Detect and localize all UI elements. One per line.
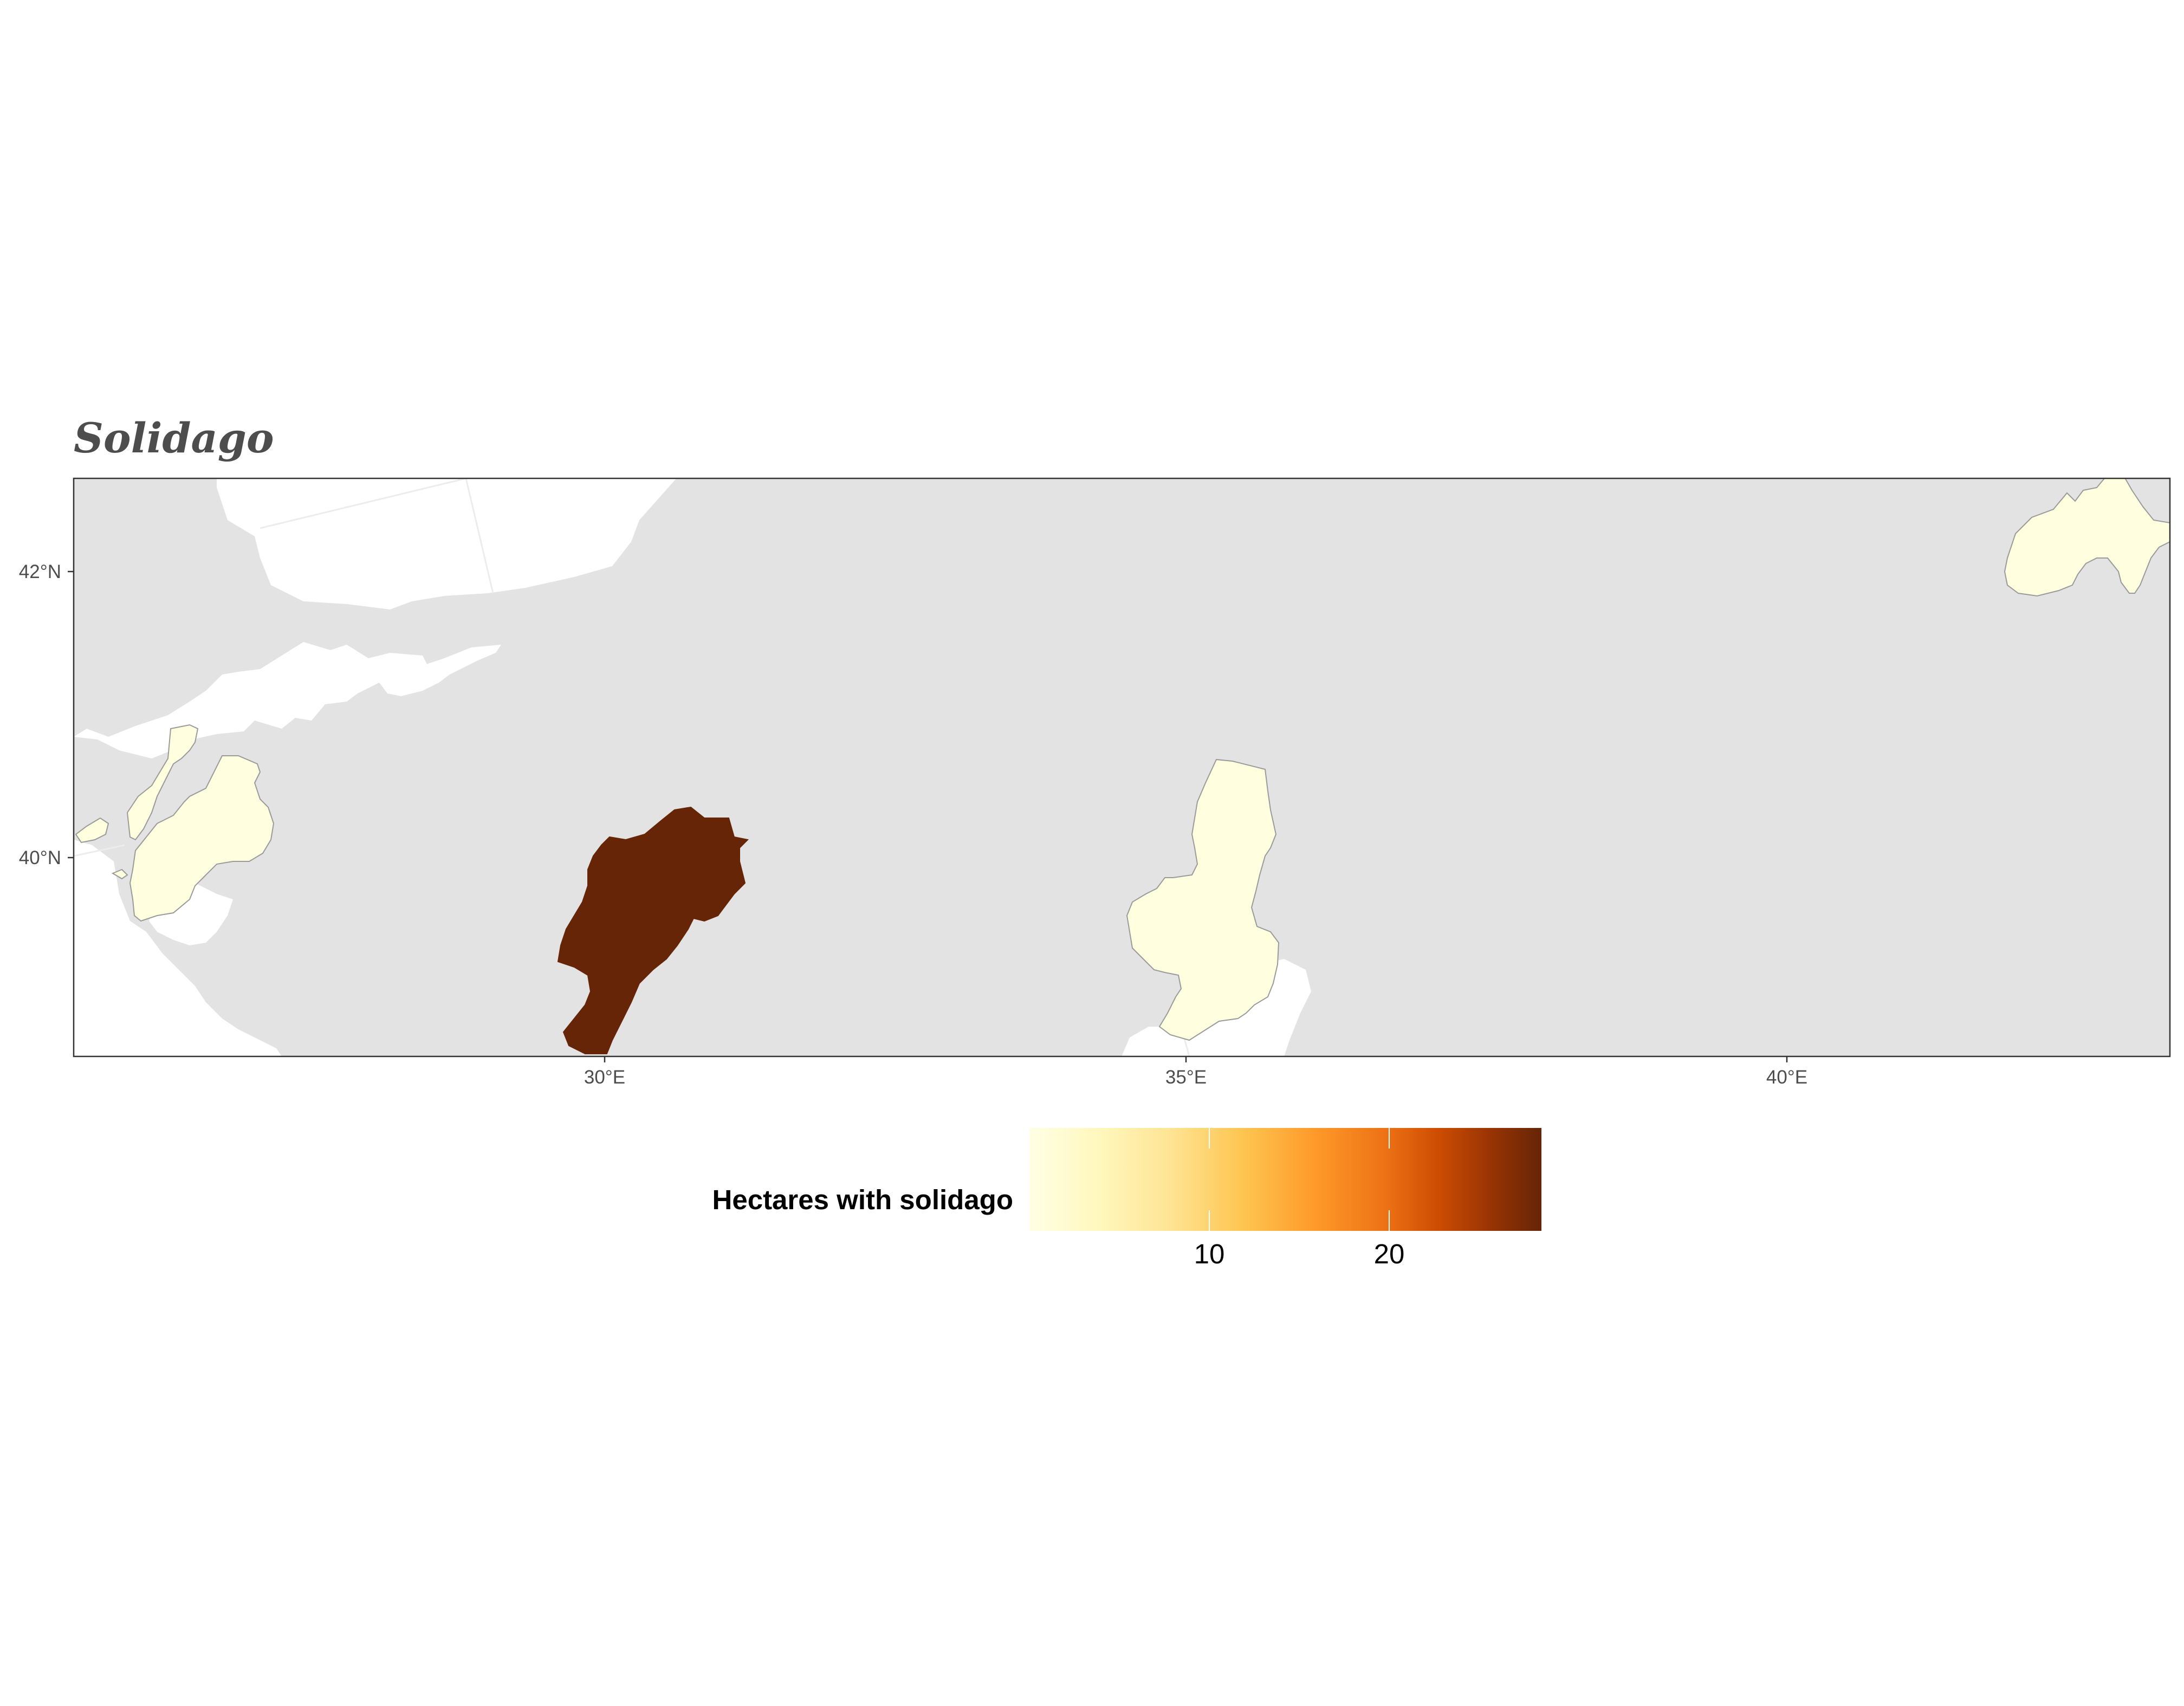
map-panel: [74, 478, 2170, 1056]
legend-title: Hectares with solidago: [712, 1184, 1013, 1215]
x-tick-label-40: 40°E: [1766, 1067, 1807, 1088]
map-title: Solidago: [74, 414, 274, 462]
y-tick-label-40: 40°N: [19, 847, 61, 868]
x-tick-label-30: 30°E: [584, 1067, 625, 1088]
region-west-islet-1: [75, 817, 109, 844]
x-tick-label-35: 35°E: [1165, 1067, 1207, 1088]
legend-tick-label-20: 20: [1374, 1238, 1405, 1269]
y-tick-label-42: 42°N: [19, 561, 61, 582]
x-axis: 30°E 35°E 40°E: [584, 1056, 1807, 1088]
border-line-1: [260, 478, 494, 594]
sea-bosporus-east: [379, 645, 501, 696]
region-west-islet-2: [111, 868, 128, 880]
legend-tick-label-10: 10: [1194, 1238, 1225, 1269]
legend-colorbar: [1029, 1128, 1541, 1231]
legend: Hectares with solidago 10 20: [712, 1128, 1541, 1269]
region-west: [129, 755, 275, 922]
border-line-2: [74, 844, 125, 857]
sea-aegean: [74, 840, 282, 1056]
region-west-strip: [126, 724, 199, 841]
region-east: [1126, 758, 1280, 1041]
y-axis: 42°N 40°N: [19, 561, 74, 868]
map-panel-border: [73, 477, 2171, 1058]
sea-marmara: [74, 642, 428, 758]
region-central: [557, 806, 749, 1054]
region-northeast: [2004, 478, 2170, 597]
